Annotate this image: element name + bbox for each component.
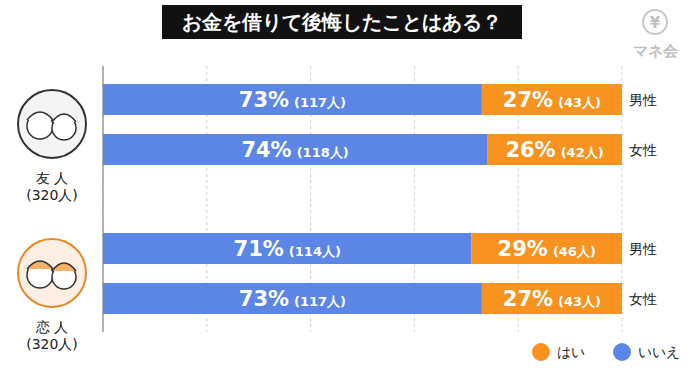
icon-hair (52, 114, 76, 122)
data-label: 29% (46人) (498, 237, 596, 261)
bar-segment (103, 283, 482, 314)
legend: はい いいえ (532, 343, 680, 361)
chart: お金を借りて後悔したことはある？ ¥ マネ会 73% (117人) 27% (43人) 74%… (0, 0, 690, 370)
bar-segment (103, 84, 482, 115)
legend-swatch (532, 343, 550, 361)
count-label: (114人) (289, 244, 341, 259)
group-total: (320人) (26, 336, 78, 352)
data-labels: 73% (117人) 27% (43人) 74% (118人) 26% (42人) 71% (11… (234, 88, 604, 311)
icon-face (27, 262, 53, 288)
data-label: 74% (118人) (241, 138, 348, 162)
value-label: 73% (239, 88, 289, 112)
count-label: (118人) (297, 145, 349, 160)
bar-segment (482, 283, 622, 314)
category-label: 女性 (629, 291, 657, 307)
bar-segment (103, 233, 471, 264)
count-label: (46人) (553, 244, 596, 259)
data-label: 26% (42人) (505, 138, 603, 162)
count-label: (43人) (558, 294, 601, 309)
group-icon (18, 239, 86, 307)
logo-coin (643, 10, 667, 34)
icon-ring (18, 90, 86, 158)
data-label: 27% (43人) (503, 88, 601, 112)
logo-text: マネ会 (633, 42, 679, 60)
legend-label: いいえ (638, 344, 680, 360)
data-label: 73% (117人) (239, 287, 346, 311)
bars (103, 84, 622, 314)
data-label: 27% (43人) (503, 287, 601, 311)
category-label: 男性 (629, 241, 657, 257)
value-label: 73% (239, 287, 289, 311)
bar-segment (487, 134, 622, 165)
value-label: 71% (234, 237, 284, 261)
icon-face (27, 113, 53, 139)
icon-ring (18, 239, 86, 307)
icon-hair (27, 261, 53, 269)
value-label: 27% (503, 287, 553, 311)
group-total: (320人) (26, 187, 78, 203)
value-label: 26% (505, 138, 555, 162)
grid (103, 66, 622, 332)
group-icon (18, 90, 86, 158)
icon-hair (52, 263, 76, 271)
group-label: 友 人 (36, 170, 68, 186)
data-label: 73% (117人) (239, 88, 346, 112)
title-box (162, 5, 522, 39)
count-label: (117人) (294, 294, 346, 309)
bar-segment (103, 134, 487, 165)
legend-swatch (613, 343, 631, 361)
bar-segment (471, 233, 622, 264)
bar-segment (482, 84, 622, 115)
title-group: お金を借りて後悔したことはある？ (162, 5, 522, 39)
logo-symbol: ¥ (650, 14, 661, 32)
category-label: 女性 (629, 142, 657, 158)
logo: ¥ マネ会 (633, 10, 679, 60)
count-label: (42人) (561, 145, 604, 160)
count-label: (117人) (294, 95, 346, 110)
count-label: (43人) (558, 95, 601, 110)
value-label: 29% (498, 237, 548, 261)
data-label: 71% (114人) (234, 237, 341, 261)
value-label: 27% (503, 88, 553, 112)
value-label: 74% (241, 138, 291, 162)
title: お金を借りて後悔したことはある？ (182, 10, 502, 34)
category-label: 男性 (629, 92, 657, 108)
legend-label: はい (557, 344, 585, 360)
icon-hair (27, 112, 53, 120)
group-label: 恋 人 (35, 319, 68, 335)
